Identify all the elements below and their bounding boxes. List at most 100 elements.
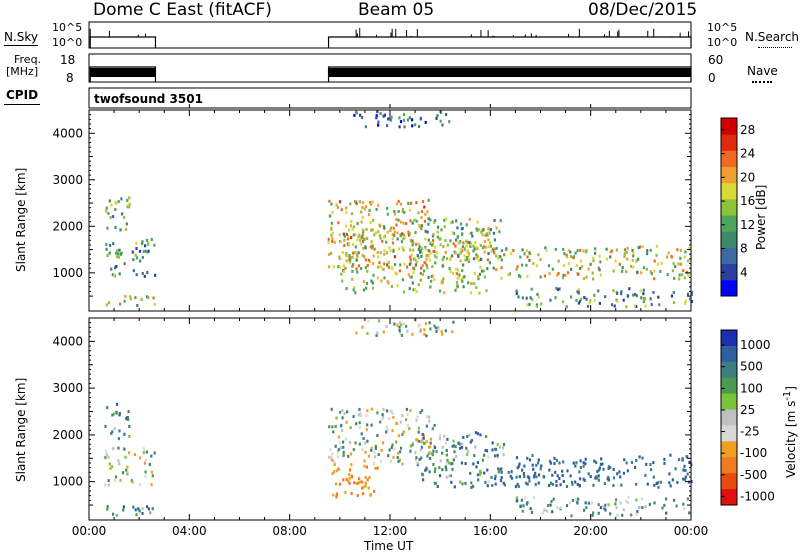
data-cell: [345, 287, 348, 291]
data-cell: [455, 272, 458, 276]
data-cell: [532, 467, 535, 471]
data-cell: [620, 292, 623, 296]
data-cell: [390, 285, 393, 288]
data-cell: [419, 411, 422, 414]
data-cell: [419, 330, 422, 334]
data-cell: [526, 475, 530, 479]
data-cell: [370, 407, 373, 411]
data-cell: [660, 261, 663, 265]
data-cell: [445, 461, 448, 465]
data-cell: [519, 505, 522, 508]
data-cell: [590, 501, 593, 505]
data-cell: [386, 428, 389, 431]
data-cell: [565, 305, 568, 309]
cpid-underline: [4, 104, 40, 105]
data-cell: [395, 272, 398, 276]
data-cell: [609, 255, 612, 259]
data-cell: [479, 433, 482, 437]
data-cell: [354, 251, 357, 254]
data-cell: [395, 202, 398, 206]
data-cell: [123, 432, 126, 436]
data-cell: [142, 451, 145, 455]
data-cell: [494, 482, 497, 486]
data-cell: [345, 420, 348, 424]
data-cell: [572, 256, 575, 260]
data-cell: [435, 450, 438, 454]
data-cell: [464, 462, 467, 465]
data-cell: [342, 440, 345, 444]
data-cell: [589, 299, 592, 303]
data-cell: [387, 281, 390, 285]
data-cell: [427, 198, 430, 202]
data-cell: [419, 328, 422, 332]
data-cell: [341, 279, 344, 283]
data-cell: [390, 115, 393, 119]
data-cell: [105, 247, 108, 251]
data-cell: [391, 241, 394, 245]
data-cell: [641, 506, 644, 510]
data-cell: [375, 116, 378, 120]
data-cell: [357, 251, 360, 255]
data-cell: [153, 303, 157, 306]
data-cell: [436, 235, 439, 239]
data-cell: [368, 208, 371, 212]
colorbar-tick-label: 4: [740, 265, 748, 279]
data-cell: [348, 261, 351, 264]
data-cell: [429, 285, 432, 289]
data-cell: [433, 470, 436, 474]
data-cell: [362, 485, 365, 489]
data-cell: [412, 271, 415, 275]
data-cell: [632, 254, 635, 258]
data-cell: [680, 262, 683, 266]
data-cell: [434, 245, 437, 249]
data-cell: [653, 259, 656, 263]
data-cell: [570, 267, 573, 271]
data-cell: [575, 299, 578, 302]
data-cell: [631, 248, 634, 252]
data-cell: [361, 325, 364, 329]
data-cell: [649, 463, 652, 466]
data-cell: [126, 198, 129, 202]
data-cell: [623, 252, 626, 255]
data-cell: [565, 253, 568, 257]
data-cell: [119, 252, 122, 256]
data-cell: [666, 273, 669, 276]
data-cell: [507, 470, 510, 474]
data-cell: [480, 230, 483, 234]
data-cell: [371, 286, 374, 290]
data-cell: [427, 217, 430, 221]
colorbar-cell: [721, 441, 737, 458]
data-cell: [355, 331, 358, 335]
data-cell: [592, 259, 595, 263]
data-cell: [403, 125, 406, 129]
data-cell: [599, 273, 602, 277]
data-cell: [396, 323, 399, 327]
data-cell: [449, 258, 452, 262]
data-cell: [459, 480, 462, 484]
data-cell: [358, 425, 362, 429]
data-cell: [399, 450, 402, 454]
data-cell: [362, 492, 365, 496]
data-cell: [599, 506, 602, 510]
data-cell: [408, 427, 411, 431]
data-cell: [408, 208, 412, 212]
data-cell: [364, 125, 367, 129]
data-cell: [570, 514, 573, 518]
data-cell: [376, 276, 379, 280]
data-cell: [376, 110, 379, 114]
data-cell: [432, 463, 435, 466]
data-cell: [338, 257, 341, 261]
data-cell: [442, 277, 445, 281]
data-cell: [487, 480, 490, 484]
data-cell: [458, 273, 461, 277]
data-cell: [334, 482, 338, 486]
data-cell: [350, 220, 353, 224]
data-cell: [371, 246, 374, 250]
data-cell: [382, 114, 385, 118]
data-cell: [569, 255, 573, 258]
data-cell: [455, 238, 458, 242]
data-cell: [374, 447, 377, 450]
data-cell: [455, 267, 458, 271]
data-cell: [376, 466, 379, 470]
data-cell: [363, 464, 366, 468]
